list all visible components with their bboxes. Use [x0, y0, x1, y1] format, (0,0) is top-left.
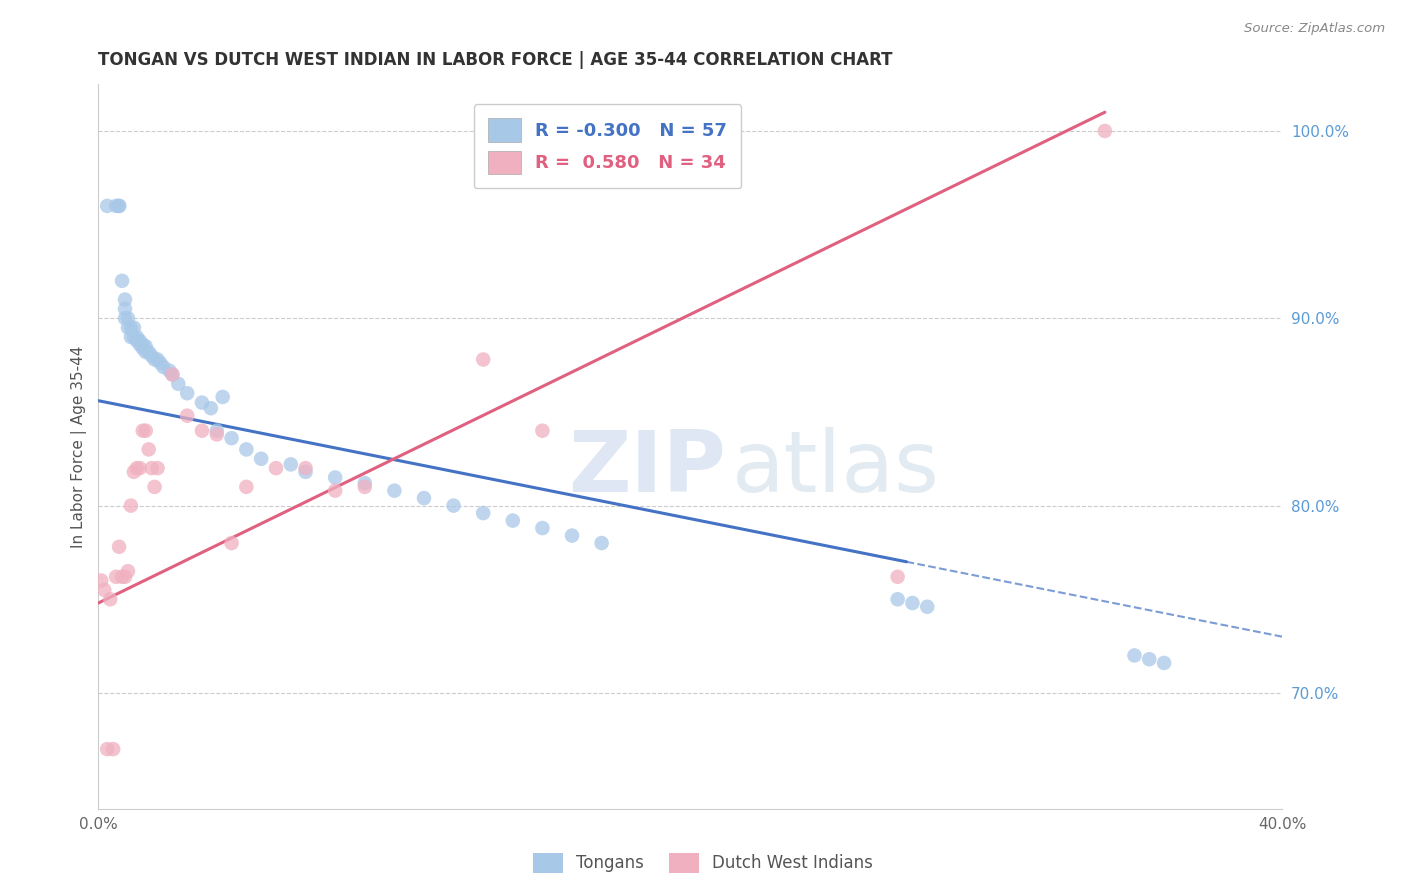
Point — [143, 352, 166, 367]
Text: Source: ZipAtlas.com: Source: ZipAtlas.com — [1244, 22, 1385, 36]
Point — [146, 352, 169, 367]
Point — [235, 442, 257, 457]
Point — [125, 334, 148, 348]
Point — [125, 330, 148, 344]
Point — [167, 376, 190, 391]
Y-axis label: In Labor Force | Age 35-44: In Labor Force | Age 35-44 — [72, 345, 87, 548]
Point — [132, 424, 155, 438]
Point — [157, 364, 180, 378]
Point — [135, 339, 157, 353]
Point — [264, 461, 287, 475]
Point — [120, 330, 142, 344]
Point — [280, 458, 302, 472]
Point — [443, 499, 465, 513]
Point — [108, 199, 131, 213]
Point — [141, 461, 163, 475]
Point — [176, 386, 198, 401]
Point — [138, 345, 160, 359]
Point — [93, 582, 115, 597]
Point — [353, 476, 375, 491]
Point — [294, 465, 316, 479]
Point — [122, 330, 145, 344]
Point — [915, 599, 938, 614]
Point — [96, 199, 118, 213]
Point — [176, 409, 198, 423]
Point — [323, 483, 346, 498]
Point — [531, 521, 554, 535]
Point — [205, 427, 228, 442]
Point — [122, 465, 145, 479]
Point — [105, 570, 128, 584]
Point — [149, 356, 172, 370]
Point — [111, 570, 134, 584]
Point — [162, 368, 184, 382]
Text: ZIP: ZIP — [568, 427, 725, 510]
Point — [105, 199, 128, 213]
Point — [200, 401, 222, 416]
Point — [502, 514, 524, 528]
Point — [108, 540, 131, 554]
Point — [211, 390, 233, 404]
Point — [128, 461, 150, 475]
Point — [114, 311, 136, 326]
Point — [135, 424, 157, 438]
Point — [901, 596, 924, 610]
Point — [561, 528, 583, 542]
Point — [132, 337, 155, 351]
Point — [120, 320, 142, 334]
Point — [591, 536, 613, 550]
Point — [235, 480, 257, 494]
Point — [117, 564, 139, 578]
Point — [90, 574, 112, 588]
Point — [120, 499, 142, 513]
Point — [117, 311, 139, 326]
Point — [353, 480, 375, 494]
Point — [114, 293, 136, 307]
Point — [886, 570, 908, 584]
Point — [143, 480, 166, 494]
Point — [138, 442, 160, 457]
Point — [205, 424, 228, 438]
Point — [162, 368, 184, 382]
Point — [221, 431, 243, 445]
Point — [98, 592, 121, 607]
Text: TONGAN VS DUTCH WEST INDIAN IN LABOR FORCE | AGE 35-44 CORRELATION CHART: TONGAN VS DUTCH WEST INDIAN IN LABOR FOR… — [98, 51, 893, 69]
Point — [135, 345, 157, 359]
Point — [1153, 656, 1175, 670]
Point — [152, 359, 174, 374]
Point — [1123, 648, 1146, 663]
Point — [132, 341, 155, 355]
Point — [128, 334, 150, 348]
Point — [191, 395, 214, 409]
Point — [250, 451, 273, 466]
Point — [1137, 652, 1160, 666]
Point — [96, 742, 118, 756]
Point — [531, 424, 554, 438]
Point — [886, 592, 908, 607]
Point — [125, 461, 148, 475]
Legend: R = -0.300   N = 57, R =  0.580   N = 34: R = -0.300 N = 57, R = 0.580 N = 34 — [474, 104, 741, 188]
Point — [413, 491, 436, 505]
Point — [294, 461, 316, 475]
Point — [191, 424, 214, 438]
Text: atlas: atlas — [733, 427, 939, 510]
Point — [122, 320, 145, 334]
Point — [221, 536, 243, 550]
Point — [114, 570, 136, 584]
Point — [146, 461, 169, 475]
Point — [323, 470, 346, 484]
Point — [101, 742, 124, 756]
Point — [114, 301, 136, 316]
Point — [128, 337, 150, 351]
Point — [111, 274, 134, 288]
Point — [384, 483, 406, 498]
Point — [472, 506, 495, 520]
Legend: Tongans, Dutch West Indians: Tongans, Dutch West Indians — [526, 847, 880, 880]
Point — [472, 352, 495, 367]
Point — [108, 199, 131, 213]
Point — [1094, 124, 1116, 138]
Point — [117, 320, 139, 334]
Point — [141, 349, 163, 363]
